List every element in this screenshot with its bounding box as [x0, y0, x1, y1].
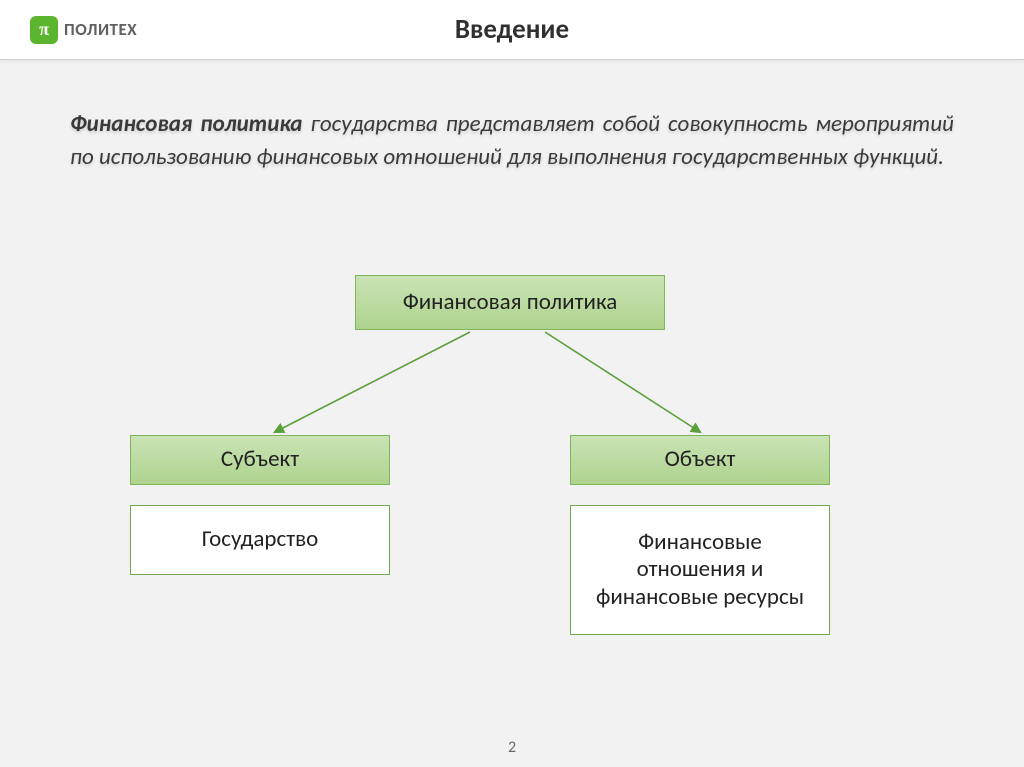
diagram-node-right2: Финансовые отношения и финансовые ресурс… [570, 505, 830, 635]
diagram-node-root: Финансовая политика [355, 275, 665, 330]
diagram-edge-root-right1 [545, 332, 700, 432]
concept-diagram: Финансовая политика Субъект Объект Государс… [0, 275, 1024, 705]
page-number: 2 [0, 738, 1024, 757]
intro-lead: Финансовая политика [70, 110, 302, 138]
diagram-node-left2: Государство [130, 505, 390, 575]
diagram-node-right1: Объект [570, 435, 830, 485]
diagram-node-left1: Субъект [130, 435, 390, 485]
intro-paragraph: Финансовая политика государства представ… [70, 108, 954, 175]
page-title: Введение [0, 13, 1024, 46]
diagram-arrows [0, 275, 1024, 705]
slide-header: π ПОЛИТЕХ Введение [0, 0, 1024, 60]
diagram-edge-root-left1 [275, 332, 470, 432]
